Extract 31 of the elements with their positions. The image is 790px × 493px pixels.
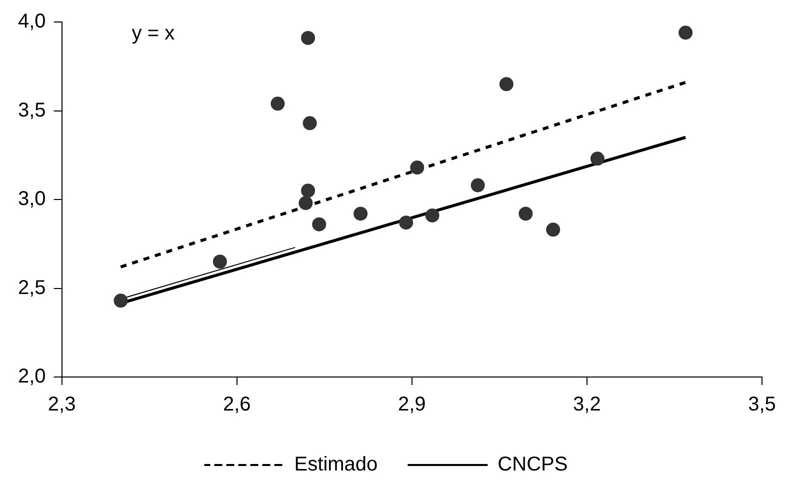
- x-tick-label: 3,2: [573, 394, 601, 416]
- x-tick-label: 3,5: [748, 394, 776, 416]
- y-tick-label: 3,0: [18, 188, 46, 210]
- point: [410, 160, 424, 175]
- legend-label: CNCPS: [498, 454, 568, 476]
- point: [678, 26, 693, 40]
- y-tick-label: 2,0: [18, 366, 46, 388]
- point: [546, 222, 560, 237]
- point: [399, 216, 414, 230]
- point: [301, 30, 316, 45]
- x-tick-label: 2,3: [48, 394, 76, 416]
- point: [298, 196, 313, 210]
- legend-label: Estimado: [294, 454, 378, 476]
- point: [518, 206, 533, 221]
- point: [499, 77, 514, 92]
- point: [270, 96, 285, 111]
- y-tick-label: 4,0: [18, 10, 46, 33]
- point: [354, 206, 368, 221]
- x-tick-label: 2,9: [398, 394, 426, 416]
- point: [470, 178, 485, 192]
- point: [425, 208, 440, 222]
- y-tick-label: 2,5: [18, 276, 46, 299]
- point: [590, 152, 604, 166]
- point: [114, 294, 128, 308]
- point: [302, 116, 317, 130]
- annotation: y = x: [132, 22, 175, 45]
- x-tick-label: 2,6: [222, 394, 251, 416]
- y-tick-label: 3,5: [18, 99, 46, 122]
- point: [301, 184, 316, 198]
- point: [212, 254, 227, 269]
- point: [312, 217, 326, 232]
